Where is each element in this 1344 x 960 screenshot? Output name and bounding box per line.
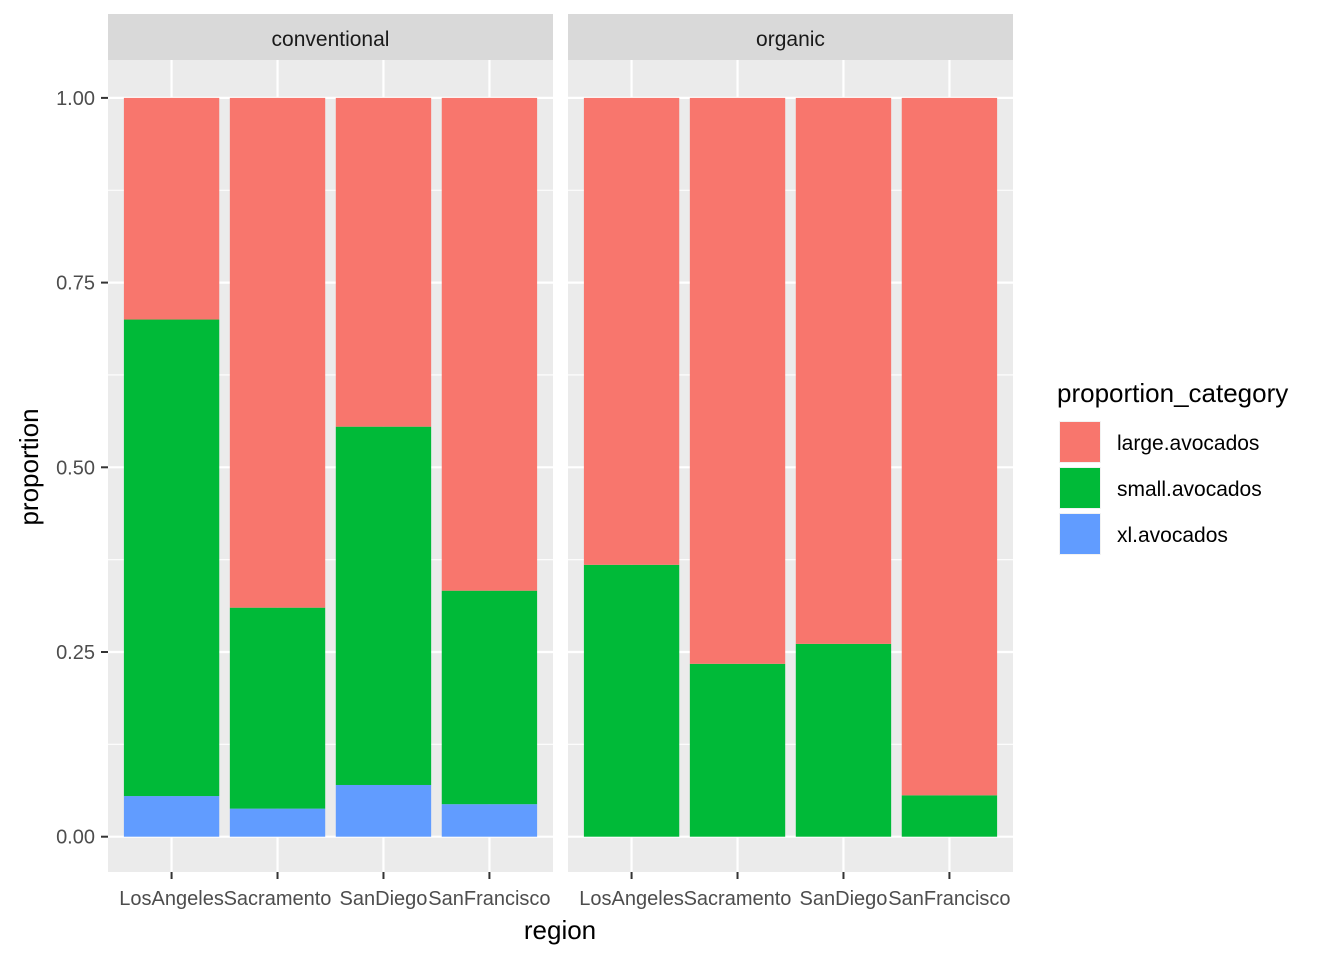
x-tick-label: SanFrancisco [888,888,1010,910]
legend-swatch [1060,422,1100,462]
bar-segment-small-avocados [123,319,220,797]
facet-strip-label: conventional [272,28,390,51]
bar-segment-large-avocados [795,97,892,644]
facet-panel-conventional: conventional LosAngeles Sacramento SanDiego… [108,14,553,910]
bar-segment-small-avocados [583,564,680,837]
legend-label: large.avocados [1117,432,1259,455]
bar-stack-losangeles [583,97,680,837]
y-axis-title: proportion [14,408,44,525]
legend-swatch [1060,468,1100,508]
bar-segment-large-avocados [335,97,432,427]
bar-stack-sacramento [689,97,786,837]
x-tick-label: LosAngeles [579,888,684,910]
bar-segment-large-avocados [901,97,998,796]
facet-strip-label: organic [756,28,825,51]
x-tick-label: SanFrancisco [428,888,550,910]
bar-stack-sandiego [335,97,432,837]
bar-segment-small-avocados [689,663,786,837]
y-tick-label: 0.25 [56,642,95,664]
bar-segment-small-avocados [335,426,432,785]
y-tick-label: 0.75 [56,273,95,295]
facet-panel-organic: organic LosAngeles Sacramento SanDiego SanFr… [568,14,1013,910]
bar-segment-xl-avocados [123,796,220,837]
bar-stack-sanfrancisco [901,97,998,837]
legend-item-xl-avocados: xl.avocados [1059,513,1228,555]
bar-segment-small-avocados [795,643,892,837]
y-axis: 0.00 0.25 0.50 0.75 1.00 [56,88,108,849]
legend-item-small-avocados: small.avocados [1059,467,1262,509]
bars [123,97,538,837]
x-axis-conventional: LosAngeles Sacramento SanDiego SanFrancisco [119,872,551,910]
bar-segment-large-avocados [689,97,786,664]
bar-segment-xl-avocados [441,804,538,837]
x-tick-label: SanDiego [800,888,888,910]
x-tick-label: LosAngeles [119,888,224,910]
legend: proportion_category large.avocados small.… [1057,378,1288,555]
bar-stack-sacramento [229,97,326,837]
x-tick-label: SanDiego [340,888,428,910]
bar-stack-losangeles [123,97,220,837]
x-tick-label: Sacramento [224,888,332,910]
facet-strip [108,14,553,60]
bar-segment-xl-avocados [335,784,432,837]
legend-item-large-avocados: large.avocados [1059,421,1259,463]
x-axis-organic: LosAngeles Sacramento SanDiego SanFrancisco [579,872,1011,910]
legend-label: xl.avocados [1117,524,1228,547]
bar-segment-small-avocados [901,795,998,837]
y-tick-label: 1.00 [56,88,95,110]
bar-segment-large-avocados [583,97,680,565]
bar-stack-sandiego [795,97,892,837]
bar-segment-small-avocados [441,590,538,805]
x-axis-title: region [524,915,596,945]
legend-title: proportion_category [1057,378,1288,408]
bar-segment-small-avocados [229,607,326,809]
bar-stack-sanfrancisco [441,97,538,837]
y-tick-label: 0.50 [56,457,95,479]
bar-segment-large-avocados [229,97,326,608]
bar-segment-xl-avocados [229,808,326,837]
bar-segment-large-avocados [441,97,538,591]
x-tick-label: Sacramento [684,888,792,910]
bars [583,97,998,837]
legend-label: small.avocados [1117,478,1262,501]
y-tick-label: 0.00 [56,827,95,849]
facet-strip [568,14,1013,60]
bar-segment-large-avocados [123,97,220,320]
legend-swatch [1060,514,1100,554]
